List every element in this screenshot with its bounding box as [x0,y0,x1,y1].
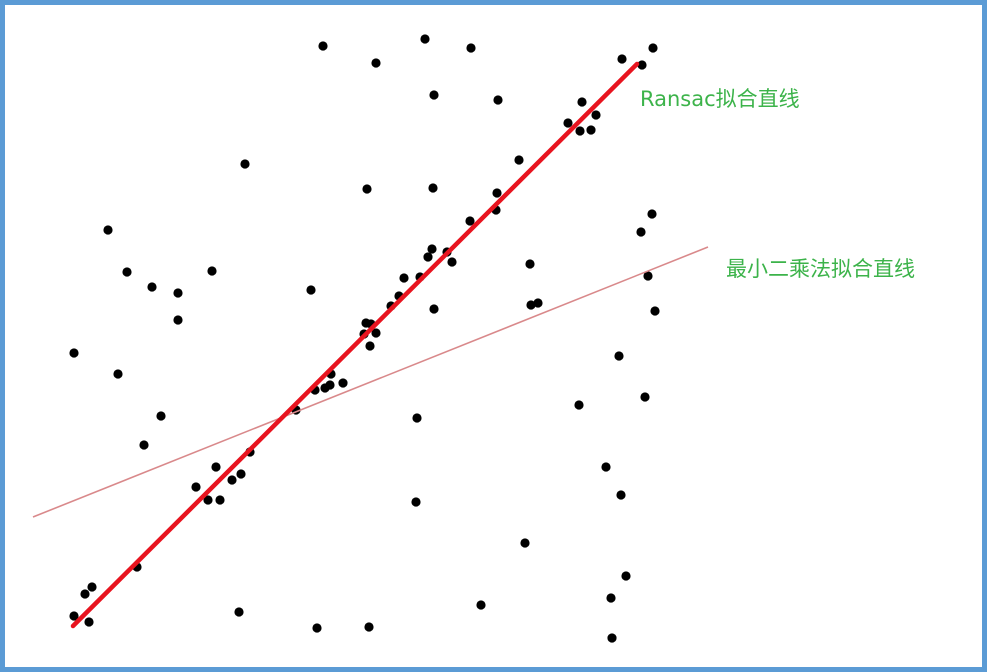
data-point [412,413,422,423]
data-point [423,252,433,262]
data-point [365,341,375,351]
data-point [636,227,646,237]
data-point [643,271,653,281]
data-point [476,600,486,610]
data-point [103,225,113,235]
data-point [69,348,79,358]
data-point [191,482,201,492]
data-point [577,97,587,107]
data-point [466,43,476,53]
data-point [428,183,438,193]
data-point [493,95,503,105]
data-point [427,244,437,254]
data-point [447,257,457,267]
data-point [234,607,244,617]
data-point [69,611,79,621]
data-point [465,216,475,226]
data-point [113,369,123,379]
data-point [616,490,626,500]
data-point [621,571,631,581]
data-point [80,589,90,599]
data-point [607,633,617,643]
data-point [429,304,439,314]
data-point [318,41,328,51]
least-squares-line-label: 最小二乘法拟合直线 [726,257,915,281]
ransac-line-label: Ransac拟合直线 [640,87,800,111]
data-point [320,383,330,393]
data-point [650,306,660,316]
ransac-fit-line [70,61,640,629]
data-point [312,623,322,633]
data-point [591,110,601,120]
data-point [361,318,371,328]
data-points [69,34,660,643]
data-point [525,259,535,269]
data-point [617,54,627,64]
data-point [240,159,250,169]
data-point [640,392,650,402]
data-point [574,400,584,410]
data-point [563,118,573,128]
least-squares-fit-line [32,246,709,518]
data-point [420,34,430,44]
data-point [492,188,502,198]
data-point [606,593,616,603]
data-point [84,617,94,627]
data-point [87,582,97,592]
data-point [156,411,166,421]
data-point [139,440,149,450]
data-point [207,266,217,276]
data-point [338,378,348,388]
data-point [306,285,316,295]
data-point [514,155,524,165]
data-point [211,462,221,472]
data-point [173,288,183,298]
data-point [122,267,132,277]
data-point [520,538,530,548]
data-point [203,495,213,505]
data-point [429,90,439,100]
data-point [399,273,409,283]
data-point [371,328,381,338]
data-point [364,622,374,632]
data-point [647,209,657,219]
data-point [362,184,372,194]
data-point [601,462,611,472]
data-point [533,298,543,308]
data-point [215,495,225,505]
data-point [575,126,585,136]
data-point [147,282,157,292]
data-point [637,60,647,70]
data-point [526,300,536,310]
data-point [371,58,381,68]
data-point [173,315,183,325]
data-point [586,125,596,135]
data-point [648,43,658,53]
data-point [411,497,421,507]
data-point [614,351,624,361]
data-point [236,469,246,479]
data-point [227,475,237,485]
